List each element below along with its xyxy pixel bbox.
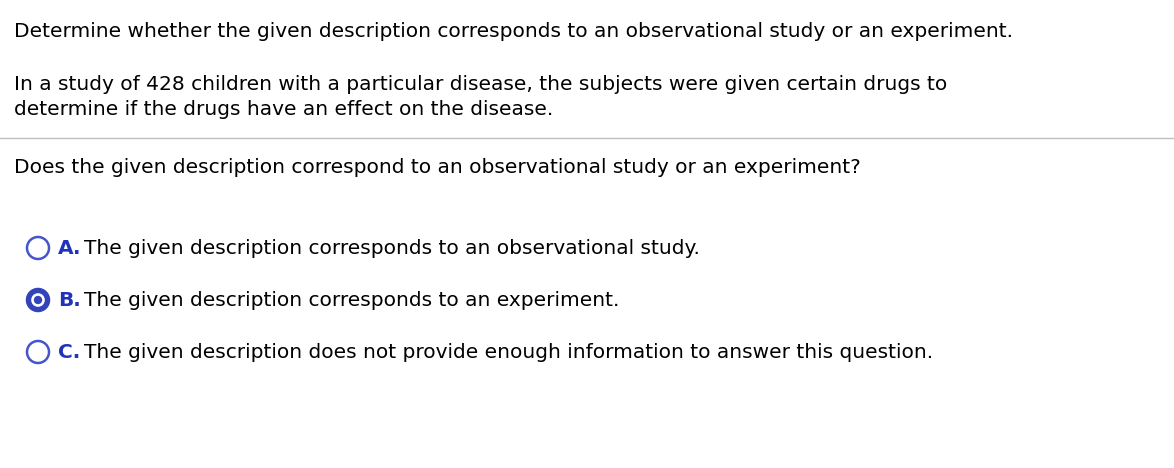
Text: B.: B. [58, 291, 81, 309]
Text: A.: A. [58, 239, 81, 257]
Circle shape [27, 289, 49, 311]
Text: Determine whether the given description corresponds to an observational study or: Determine whether the given description … [14, 22, 1013, 41]
Circle shape [32, 293, 45, 307]
Text: The given description does not provide enough information to answer this questio: The given description does not provide e… [85, 343, 933, 361]
Text: The given description corresponds to an observational study.: The given description corresponds to an … [85, 239, 700, 257]
Text: The given description corresponds to an experiment.: The given description corresponds to an … [85, 291, 620, 309]
Text: C.: C. [58, 343, 80, 361]
Text: determine if the drugs have an effect on the disease.: determine if the drugs have an effect on… [14, 100, 553, 119]
Text: In a study of 428 children with a particular disease, the subjects were given ce: In a study of 428 children with a partic… [14, 75, 947, 94]
Text: Does the given description correspond to an observational study or an experiment: Does the given description correspond to… [14, 158, 861, 177]
Circle shape [34, 296, 42, 304]
